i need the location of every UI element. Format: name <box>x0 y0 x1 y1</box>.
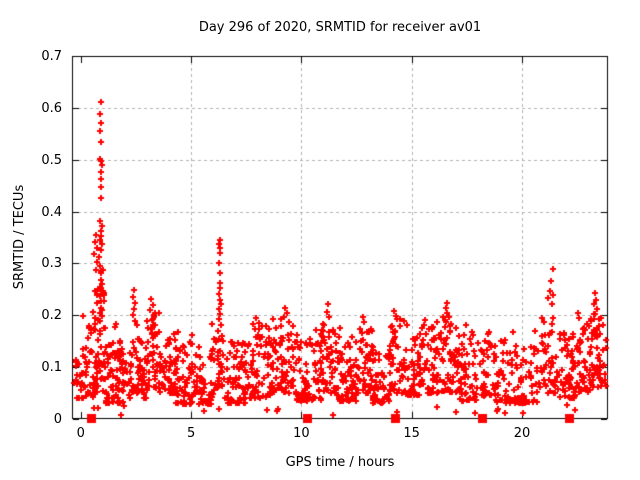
x-tick-label: 20 <box>513 426 531 441</box>
x-tick-label: 5 <box>186 426 196 441</box>
y-tick-label: 0 <box>53 412 62 427</box>
y-tick-label: 0.5 <box>41 152 62 168</box>
y-tick-label: 0.1 <box>41 360 62 376</box>
y-tick-label: 0.3 <box>41 256 62 272</box>
x-tick-label: 10 <box>293 426 310 441</box>
x-tick-label: 15 <box>403 426 420 441</box>
y-tick-label: 0.2 <box>41 308 62 324</box>
y-tick-label: 0.6 <box>41 100 62 116</box>
y-tick-label: 0.7 <box>41 49 62 64</box>
y-tick-label: 0.4 <box>41 204 62 220</box>
chart-title: Day 296 of 2020, SRMTID for receiver av0… <box>198 20 482 35</box>
x-tick-label: 0 <box>76 426 85 441</box>
x-axis-title: GPS time / hours <box>285 455 395 470</box>
